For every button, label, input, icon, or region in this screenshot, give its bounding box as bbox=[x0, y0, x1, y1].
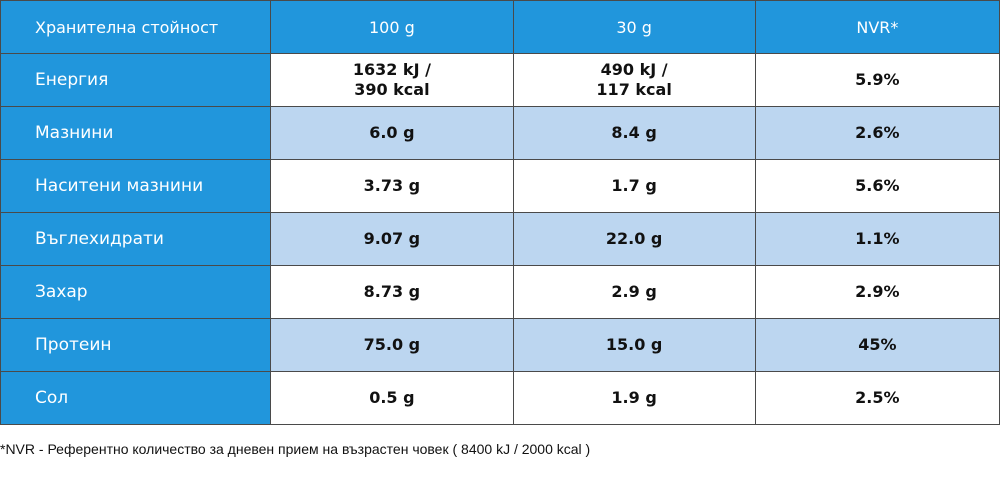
value-nvr: 1.1% bbox=[754, 212, 1001, 266]
value-line: 390 kcal bbox=[354, 80, 430, 99]
header-row: Хранителна стойност 100 g 30 g NVR* bbox=[0, 0, 1001, 54]
value-nvr: 2.5% bbox=[754, 371, 1001, 425]
value-nvr: 5.9% bbox=[754, 53, 1001, 107]
row-label: Сол bbox=[0, 371, 272, 425]
value-100g: 9.07 g bbox=[270, 212, 514, 266]
value-30g: 1.9 g bbox=[512, 371, 756, 425]
header-30g: 30 g bbox=[512, 0, 756, 54]
value-line: 490 kJ / bbox=[600, 60, 668, 79]
table-row-carbohydrates: Въглехидрати 9.07 g 22.0 g 1.1% bbox=[0, 212, 1001, 266]
row-label: Въглехидрати bbox=[0, 212, 272, 266]
value-100g: 6.0 g bbox=[270, 106, 514, 160]
table-row-energy: Енергия 1632 kJ / 390 kcal 490 kJ / 117 … bbox=[0, 53, 1001, 107]
header-100g: 100 g bbox=[270, 0, 514, 54]
value-100g: 3.73 g bbox=[270, 159, 514, 213]
row-label: Мазнини bbox=[0, 106, 272, 160]
value-30g: 15.0 g bbox=[512, 318, 756, 372]
value-30g: 490 kJ / 117 kcal bbox=[512, 53, 756, 107]
table-row-sugar: Захар 8.73 g 2.9 g 2.9% bbox=[0, 265, 1001, 319]
row-label: Наситени мазнини bbox=[0, 159, 272, 213]
table-row-protein: Протеин 75.0 g 15.0 g 45% bbox=[0, 318, 1001, 372]
row-label: Енергия bbox=[0, 53, 272, 107]
value-30g: 2.9 g bbox=[512, 265, 756, 319]
table-row-salt: Сол 0.5 g 1.9 g 2.5% bbox=[0, 371, 1001, 425]
value-100g: 75.0 g bbox=[270, 318, 514, 372]
nutrition-table: Хранителна стойност 100 g 30 g NVR* Енер… bbox=[0, 0, 1001, 425]
value-line: 117 kcal bbox=[596, 80, 672, 99]
row-label: Захар bbox=[0, 265, 272, 319]
value-line: 1632 kJ / bbox=[352, 60, 431, 79]
value-100g: 8.73 g bbox=[270, 265, 514, 319]
header-label: Хранителна стойност bbox=[0, 0, 272, 54]
row-label: Протеин bbox=[0, 318, 272, 372]
header-nvr: NVR* bbox=[754, 0, 1001, 54]
value-30g: 1.7 g bbox=[512, 159, 756, 213]
value-nvr: 2.6% bbox=[754, 106, 1001, 160]
value-30g: 22.0 g bbox=[512, 212, 756, 266]
value-nvr: 5.6% bbox=[754, 159, 1001, 213]
table-row-fat: Мазнини 6.0 g 8.4 g 2.6% bbox=[0, 106, 1001, 160]
value-100g: 1632 kJ / 390 kcal bbox=[270, 53, 514, 107]
value-nvr: 2.9% bbox=[754, 265, 1001, 319]
table-row-saturated-fat: Наситени мазнини 3.73 g 1.7 g 5.6% bbox=[0, 159, 1001, 213]
value-100g: 0.5 g bbox=[270, 371, 514, 425]
footnote: *NVR - Референтно количество за дневен п… bbox=[0, 441, 591, 457]
value-30g: 8.4 g bbox=[512, 106, 756, 160]
value-nvr: 45% bbox=[754, 318, 1001, 372]
